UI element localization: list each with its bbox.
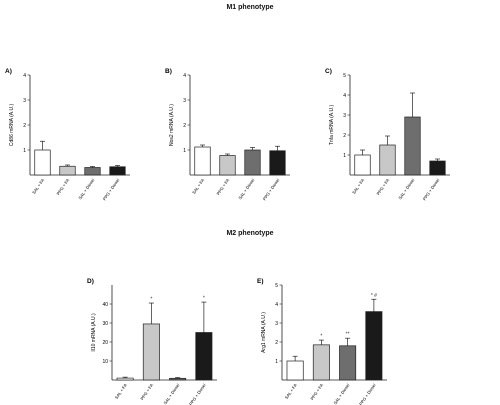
category-label: SAL + FA bbox=[191, 178, 205, 195]
category-label: PPG + Diesel bbox=[188, 383, 207, 405]
y-axis-label: Il10 mRNA (A.U.) bbox=[91, 313, 97, 352]
chart-panel-3: C) 1 2 3 4 5 Tnfa mRNA (A.U.) SAL + FA PPG + FA S… bbox=[325, 68, 450, 201]
y-tick-label: 1 bbox=[183, 148, 186, 154]
bar bbox=[109, 166, 126, 176]
bar bbox=[84, 167, 101, 176]
panel-label: C) bbox=[325, 68, 332, 75]
y-tick-label: 2 bbox=[23, 123, 26, 129]
panel-label: E) bbox=[257, 278, 264, 285]
bar bbox=[365, 311, 383, 381]
y-tick-label: 3 bbox=[183, 98, 186, 104]
panel-label: D) bbox=[87, 278, 94, 285]
chart-panel-5: E) 1 2 3 4 5 Arg1 mRNA (A.U.) SAL + FA * PPG + FA… bbox=[257, 278, 387, 405]
category-label: PPG + FA bbox=[309, 383, 324, 401]
y-tick-label: 40 bbox=[102, 302, 108, 308]
chart-panel-1: A) 1 2 3 4 Cd86 mRNA (A.U.) SAL + FA PPG + FA SA… bbox=[5, 68, 130, 201]
bar bbox=[194, 146, 211, 176]
bar bbox=[404, 116, 421, 176]
significance-mark: * bbox=[320, 334, 322, 340]
category-label: SAL + Diesel bbox=[237, 178, 255, 201]
m1-section-title: M1 phenotype bbox=[226, 4, 274, 11]
category-label: PPG + Diesel bbox=[102, 178, 121, 202]
y-tick-label: 2 bbox=[343, 133, 346, 139]
category-label: SAL + FA bbox=[284, 383, 298, 400]
significance-mark: ** bbox=[346, 332, 350, 338]
bar bbox=[59, 165, 76, 176]
y-axis-label: Arg1 mRNA (A.U.) bbox=[261, 312, 267, 353]
bar bbox=[195, 332, 213, 381]
category-label: SAL + FA bbox=[31, 178, 45, 195]
category-label: PPG + FA bbox=[375, 178, 390, 196]
y-tick-label: 10 bbox=[102, 359, 108, 365]
y-tick-label: 3 bbox=[23, 98, 26, 104]
category-label: SAL + Diesel bbox=[162, 383, 180, 405]
y-tick-label: 1 bbox=[23, 148, 26, 154]
bar bbox=[286, 360, 304, 381]
category-label: PPG + FA bbox=[215, 178, 230, 196]
category-label: PPG + FA bbox=[139, 383, 154, 401]
y-tick-label: 4 bbox=[343, 93, 346, 99]
y-tick-label: 4 bbox=[183, 73, 186, 79]
bar bbox=[34, 149, 51, 176]
category-label: SAL + Diesel bbox=[332, 383, 350, 405]
bar bbox=[269, 150, 286, 176]
bar bbox=[116, 377, 134, 381]
category-label: PPG + FA bbox=[55, 178, 70, 196]
y-axis-label: Nos2 mRNA (A.U.) bbox=[169, 104, 175, 146]
y-tick-label: 1 bbox=[343, 153, 346, 159]
category-label: PPG + Diesel bbox=[422, 178, 441, 202]
m2-section-title: M2 phenotype bbox=[226, 230, 274, 237]
chart-panel-4: D) 10 20 30 40 Il10 mRNA (A.U.) SAL + FA * PPG +… bbox=[87, 278, 217, 405]
y-tick-label: 20 bbox=[102, 340, 108, 346]
bar bbox=[339, 345, 357, 381]
y-tick-label: 1 bbox=[275, 359, 278, 365]
significance-mark: * bbox=[150, 297, 152, 303]
y-tick-label: 3 bbox=[275, 321, 278, 327]
y-tick-label: 30 bbox=[102, 321, 108, 327]
category-label: SAL + FA bbox=[351, 178, 365, 195]
y-tick-label: 4 bbox=[23, 73, 26, 79]
y-tick-label: 2 bbox=[275, 340, 278, 346]
panel-label: A) bbox=[5, 68, 12, 75]
y-tick-label: 4 bbox=[275, 302, 278, 308]
y-tick-label: 2 bbox=[183, 123, 186, 129]
bar bbox=[244, 149, 261, 176]
bar bbox=[354, 154, 371, 176]
bar bbox=[142, 323, 160, 381]
significance-mark: * bbox=[203, 296, 205, 302]
panel-label: B) bbox=[165, 68, 172, 75]
y-axis-label: Cd86 mRNA (A.U.) bbox=[9, 104, 15, 147]
chart-panel-2: B) 1 2 3 4 Nos2 mRNA (A.U.) SAL + FA PPG + FA SA… bbox=[165, 68, 290, 201]
bar bbox=[379, 144, 396, 176]
y-tick-label: 5 bbox=[343, 73, 346, 79]
category-label: SAL + Diesel bbox=[77, 178, 95, 201]
category-label: SAL + FA bbox=[114, 383, 128, 400]
category-label: PPG + Diesel bbox=[358, 383, 377, 405]
bar bbox=[219, 155, 236, 176]
y-tick-label: 3 bbox=[343, 113, 346, 119]
y-axis-label: Tnfa mRNA (A.U.) bbox=[329, 105, 335, 146]
bar bbox=[429, 160, 446, 176]
bar bbox=[312, 344, 330, 381]
category-label: SAL + Diesel bbox=[397, 178, 415, 201]
significance-mark: * # bbox=[371, 293, 377, 299]
y-tick-label: 5 bbox=[275, 283, 278, 289]
bar bbox=[169, 377, 187, 381]
category-label: PPG + Diesel bbox=[262, 178, 281, 202]
